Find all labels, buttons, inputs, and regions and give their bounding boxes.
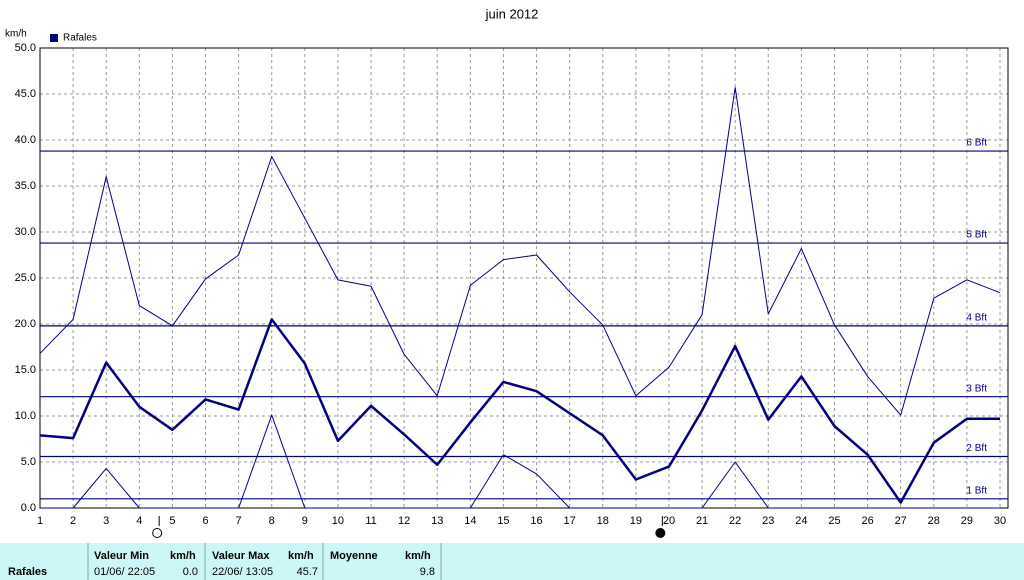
y-tick-label: 35.0 bbox=[15, 180, 36, 192]
x-tick-label: 26 bbox=[861, 515, 873, 527]
x-tick-label: 20 bbox=[663, 515, 675, 527]
x-tick-label: 28 bbox=[928, 515, 940, 527]
reference-label: 1 Bft bbox=[966, 485, 987, 496]
y-tick-label: 50.0 bbox=[15, 42, 36, 54]
x-tick-label: 5 bbox=[169, 515, 175, 527]
chart-title: juin 2012 bbox=[485, 6, 539, 21]
moon-marker bbox=[655, 528, 666, 538]
summary-date: 22/06/ 13:05 bbox=[212, 566, 273, 578]
x-tick-label: 2 bbox=[70, 515, 76, 527]
x-tick-label: 27 bbox=[895, 515, 907, 527]
reference-label: 2 Bft bbox=[966, 443, 987, 454]
summary-unit: km/h bbox=[288, 550, 314, 562]
summary-title: Valeur Min bbox=[94, 550, 149, 562]
x-tick-label: 30 bbox=[994, 515, 1006, 527]
y-tick-label: 30.0 bbox=[15, 226, 36, 238]
x-tick-label: 14 bbox=[464, 515, 476, 527]
summary-date: 01/06/ 22:05 bbox=[94, 566, 155, 578]
reference-label: 3 Bft bbox=[966, 383, 987, 394]
summary-unit: km/h bbox=[170, 550, 196, 562]
x-tick-label: 19 bbox=[630, 515, 642, 527]
legend-label: Rafales bbox=[63, 33, 97, 44]
x-tick-label: 11 bbox=[365, 515, 376, 527]
x-tick-label: 9 bbox=[302, 515, 308, 527]
x-tick-label: 13 bbox=[431, 515, 443, 527]
x-tick-label: 4 bbox=[136, 515, 142, 527]
moon-marker bbox=[152, 528, 163, 538]
x-tick-label: 15 bbox=[497, 515, 509, 527]
y-tick-label: 25.0 bbox=[15, 272, 36, 284]
y-tick-label: 0.0 bbox=[21, 502, 36, 514]
x-tick-label: 12 bbox=[398, 515, 410, 527]
x-tick-label: 1 bbox=[37, 515, 43, 527]
x-tick-label: 29 bbox=[961, 515, 973, 527]
summary-title: Moyenne bbox=[330, 550, 378, 562]
x-tick-label: 3 bbox=[103, 515, 109, 527]
summary-title: Valeur Max bbox=[212, 550, 270, 562]
x-tick-label: 23 bbox=[762, 515, 774, 527]
x-tick-label: 10 bbox=[332, 515, 344, 527]
y-tick-label: 40.0 bbox=[15, 134, 36, 146]
min-line bbox=[40, 414, 1000, 509]
y-tick-label: 10.0 bbox=[15, 410, 36, 422]
legend-swatch bbox=[50, 34, 58, 42]
summary-separators bbox=[87, 543, 442, 580]
x-tick-label: 8 bbox=[269, 515, 275, 527]
reference-label: 5 Bft bbox=[966, 230, 987, 241]
plot-frame bbox=[39, 47, 1009, 509]
mean-line bbox=[39, 318, 1000, 504]
summary-bar bbox=[0, 543, 1024, 580]
x-tick-label: 6 bbox=[202, 515, 208, 527]
y-axis-label: km/h bbox=[5, 29, 27, 40]
x-tick-label: 18 bbox=[597, 515, 609, 527]
x-tick-label: 24 bbox=[795, 515, 807, 527]
x-tick-label: 22 bbox=[729, 515, 741, 527]
summary-value: 45.7 bbox=[297, 566, 318, 578]
summary-value: 9.8 bbox=[420, 566, 435, 578]
reference-label: 4 Bft bbox=[966, 312, 987, 323]
reference-label: 6 Bft bbox=[966, 138, 987, 149]
summary-label: Rafales bbox=[8, 566, 47, 578]
x-tick-label: 25 bbox=[828, 515, 840, 527]
x-tick-label: 17 bbox=[564, 515, 576, 527]
y-tick-label: 45.0 bbox=[15, 88, 36, 100]
max-line bbox=[39, 87, 1001, 416]
x-tick-label: 7 bbox=[236, 515, 242, 527]
summary-unit: km/h bbox=[405, 550, 431, 562]
summary-value: 0.0 bbox=[183, 566, 198, 578]
x-tick-label: 16 bbox=[530, 515, 542, 527]
y-tick-label: 20.0 bbox=[15, 318, 36, 330]
x-tick-label: 21 bbox=[696, 515, 708, 527]
y-tick-label: 5.0 bbox=[21, 456, 36, 468]
y-tick-label: 15.0 bbox=[15, 364, 36, 376]
